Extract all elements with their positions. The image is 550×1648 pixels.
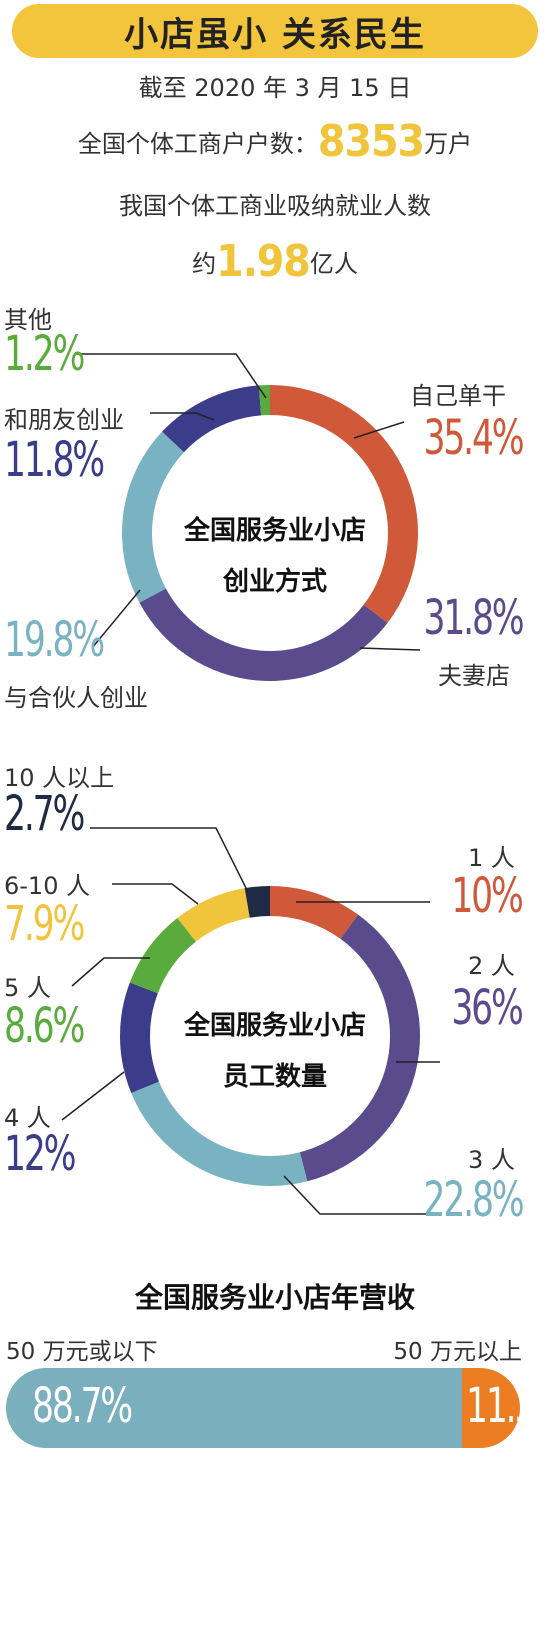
chart2-pct-1: 10%: [451, 868, 524, 924]
chart1-leader-solo: [353, 421, 405, 439]
chart3-title: 全国服务业小店年营收: [134, 1281, 415, 1314]
chart2-title-line2: 员工数量: [222, 1062, 327, 1092]
chart1-leader-partner: [91, 589, 141, 649]
chart2-label-2: 2 人: [468, 952, 515, 980]
chart1-pct-partner: 19.8%: [4, 612, 105, 668]
chart1-center-title: 全国服务业小店 创业方式: [140, 510, 410, 598]
revenue-stacked-bar: 88.7% 11.3%: [6, 1368, 520, 1448]
employment-unit: 亿人: [309, 250, 358, 278]
chart2-slice-4: [129, 918, 196, 994]
chart1-pct-friends: 11.8%: [4, 432, 105, 488]
households-prefix: 全国个体工商户户数：: [77, 130, 318, 158]
chart2-label-10plus: 10 人以上: [4, 764, 115, 792]
chart1-title-line2: 创业方式: [222, 567, 327, 597]
chart2-leader-3: [283, 1175, 438, 1215]
chart1-label-partner: 与合伙人创业: [4, 684, 148, 712]
chart1-label-solo: 自己单干: [410, 382, 506, 410]
households-value: 8353: [317, 116, 425, 167]
chart2-pct-3: 22.8%: [423, 1172, 524, 1228]
chart3-label-above50: 50 万元以上: [393, 1339, 522, 1365]
chart2-title-line1: 全国服务业小店: [183, 1011, 366, 1041]
employment-prefix: 约: [192, 250, 217, 278]
chart1-title-line1: 全国服务业小店: [183, 516, 366, 546]
page-title: 小店虽小 关系民生: [124, 14, 426, 55]
bar-pct-below50: 88.7%: [32, 1378, 133, 1434]
chart2-center-title: 全国服务业小店 员工数量: [140, 1005, 410, 1093]
chart1-leader-couple: [359, 647, 421, 651]
chart1-pct-couple: 31.8%: [423, 590, 524, 646]
chart2-leader-6to10: [112, 883, 199, 905]
chart2-label-1: 1 人: [468, 844, 515, 872]
chart2-leader-5: [71, 957, 150, 987]
employment-value: 1.98: [216, 236, 311, 287]
chart2-pct-2: 36%: [451, 980, 524, 1036]
bar-pct-above50: 11.3%: [465, 1378, 520, 1434]
chart1-leader-friends: [150, 412, 215, 421]
chart2-label-3: 3 人: [468, 1146, 515, 1174]
chart2-slice-0: [270, 886, 359, 939]
chart2-slice-2: [131, 1081, 308, 1186]
chart2-slice-5: [177, 888, 250, 942]
chart1-slice-1: [139, 588, 388, 682]
bar-segment-below50: 88.7%: [6, 1368, 462, 1448]
chart2-pct-4: 12%: [4, 1126, 76, 1182]
date-line: 截至 2020 年 3 月 15 日: [138, 74, 412, 102]
chart2-slice-3: [119, 982, 159, 1093]
chart2-pct-6to10: 7.9%: [4, 896, 85, 952]
chart1-label-couple: 夫妻店: [438, 662, 510, 690]
chart1-pct-other: 1.2%: [4, 326, 85, 382]
chart1-label-other: 其他: [4, 306, 52, 334]
employment-value-line: 约1.98亿人: [0, 236, 550, 287]
households-unit: 万户: [424, 130, 473, 158]
employment-line: 我国个体工商业吸纳就业人数: [119, 192, 431, 220]
title-banner: 小店虽小 关系民生: [12, 4, 538, 58]
chart2-label-4: 4 人: [4, 1104, 51, 1132]
chart2-slice-1: [299, 914, 420, 1182]
chart2-slice-6: [244, 886, 270, 918]
chart1-pct-solo: 35.4%: [423, 410, 524, 466]
chart1-leader-other: [74, 353, 267, 399]
chart2-pct-10plus: 2.7%: [4, 786, 85, 842]
households-line: 全国个体工商户户数：8353万户: [0, 116, 550, 167]
chart2-label-5: 5 人: [4, 974, 51, 1002]
chart2-leader-10plus: [90, 827, 249, 893]
chart2-label-6to10: 6-10 人: [4, 872, 91, 900]
chart2-leader-4: [61, 1071, 125, 1121]
chart1-label-friends: 和朋友创业: [4, 406, 124, 434]
chart3-label-below50: 50 万元或以下: [6, 1339, 158, 1365]
chart1-slice-0: [270, 385, 418, 623]
bar-segment-above50: 11.3%: [461, 1368, 520, 1448]
chart2-pct-5: 8.6%: [4, 998, 85, 1054]
chart1-slice-2: [122, 431, 184, 603]
